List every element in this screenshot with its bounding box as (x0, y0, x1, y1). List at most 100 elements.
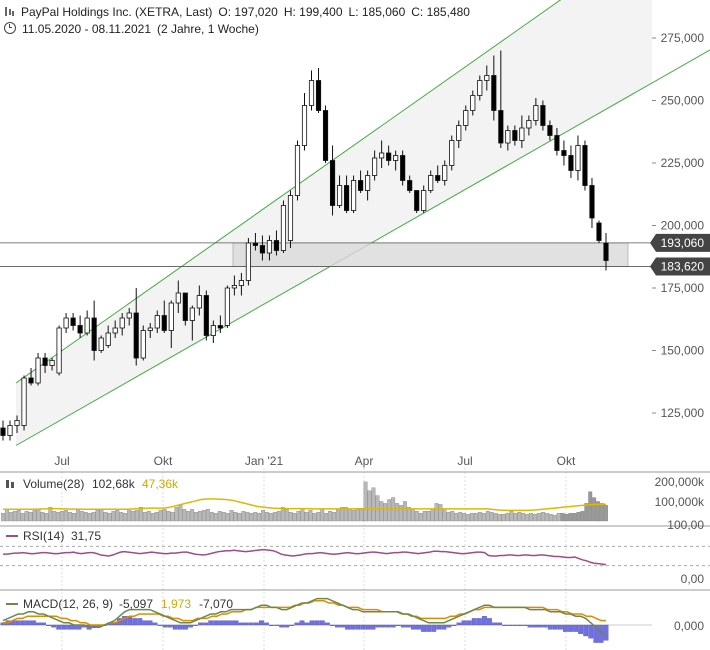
macd-histogram-bar (547, 624, 553, 630)
candle-body (105, 332, 111, 346)
macd-histogram-bar (324, 622, 330, 626)
candle-body (147, 327, 153, 331)
volume-bar (288, 512, 293, 522)
macd-histogram-bar (233, 620, 239, 626)
candle-body (547, 125, 553, 136)
close-value: C: 185,480 (411, 5, 470, 19)
volume-bar (296, 511, 301, 522)
candle-body (322, 110, 329, 161)
macd-histogram-bar (56, 624, 62, 630)
candle-body (315, 80, 322, 111)
candle-body (7, 425, 13, 436)
candle-body (217, 325, 223, 329)
macd-signal-value: 1,973 (161, 597, 191, 611)
macd-histogram-bar (350, 624, 356, 630)
volume-bar (466, 514, 470, 522)
macd-histogram-bar (223, 620, 229, 626)
candle-body (372, 157, 378, 176)
volume-bar (115, 510, 120, 522)
macd-histogram-bar (557, 624, 563, 630)
volume-bar (146, 511, 151, 522)
candle-body (336, 185, 343, 206)
volume-bar (154, 512, 159, 522)
macd-histogram-bar (203, 622, 209, 626)
volume-bar (332, 512, 336, 522)
macd-histogram-bar (228, 620, 234, 626)
volume-bar (351, 510, 356, 522)
macd-histogram-bar (476, 618, 482, 626)
macd-title: MACD(12, 26, 9) (23, 597, 113, 611)
macd-histogram-bar (198, 622, 204, 626)
candle-body (231, 285, 237, 289)
macd-histogram-bar (492, 622, 497, 626)
price-label-text: 183,620 (661, 259, 705, 273)
volume-bar (131, 511, 135, 522)
candle-body (21, 377, 27, 426)
candle-body (505, 130, 511, 144)
volume-bar (481, 513, 486, 522)
macd-histogram-bar (274, 624, 280, 626)
volume-bar (166, 511, 171, 522)
month-tick-label: Okt (557, 454, 576, 468)
candle-body (463, 110, 469, 126)
candle-body (308, 80, 315, 106)
macd-chart: MACD(12, 26, 9) -5,097 1,973 -7,070 0,000 (0, 597, 704, 643)
candle-body (14, 420, 20, 426)
macd-histogram-bar (248, 622, 254, 626)
macd-histogram-bar (411, 624, 416, 630)
volume-bar (276, 511, 281, 522)
month-tick-label: Okt (154, 454, 173, 468)
volume-bar (40, 512, 45, 522)
volume-bar (60, 511, 65, 522)
volume-bar (225, 513, 230, 522)
macd-histogram-bar (188, 624, 193, 628)
price-label-box (650, 233, 710, 252)
volume-bar (462, 513, 467, 522)
volume-bar (36, 509, 41, 522)
volume-bar (249, 513, 254, 522)
clock-icon (4, 22, 16, 34)
macd-histogram-bar (162, 624, 168, 628)
price-tick-label: 250,000 (661, 94, 705, 108)
macd-histogram-bar (481, 616, 487, 626)
volume-average-value: 47,36k (142, 477, 179, 491)
volume-bar (533, 514, 537, 522)
volume-bar (584, 503, 589, 522)
candle-body (175, 292, 181, 304)
month-tick-label: Jan '21 (245, 454, 284, 468)
candle-body (470, 95, 476, 111)
volume-bar (422, 511, 427, 522)
volume-bar (99, 509, 104, 522)
candle-body (301, 105, 308, 146)
candle-body (168, 302, 174, 331)
macd-histogram-bar (213, 620, 219, 626)
price-tick-label: 150,000 (661, 344, 705, 358)
macd-histogram-bar (36, 622, 41, 626)
header-range-row: 11.05.2020 - 08.11.2021 (2 Jahre, 1 Woche… (4, 22, 265, 36)
volume-bar (178, 505, 183, 522)
volume-bar (347, 509, 352, 522)
price-tick-label: 125,000 (661, 406, 705, 420)
volume-bar (87, 513, 92, 522)
volume-bar (509, 511, 514, 522)
macd-histogram-bar (375, 624, 381, 628)
volume-bar (95, 510, 100, 522)
volume-bar (383, 503, 388, 522)
candle-body (70, 317, 76, 326)
candle-body (414, 190, 420, 211)
volume-bar (359, 508, 364, 522)
macd-histogram-bar (431, 624, 437, 632)
volume-bar (564, 514, 569, 522)
volume-bar (592, 497, 597, 522)
macd-histogram-bar (289, 624, 295, 626)
price-tick-label: 175,000 (661, 281, 705, 295)
rsi-chart: RSI(14) 31,75 100,00 0,00 (0, 518, 710, 586)
volume-bar (560, 513, 565, 522)
candle-body (386, 152, 392, 161)
volume-bar (430, 509, 435, 522)
candle-body (407, 180, 413, 191)
candle-body (498, 110, 504, 144)
candle-body (0, 427, 6, 436)
price-tick-label: 200,000 (661, 219, 705, 233)
